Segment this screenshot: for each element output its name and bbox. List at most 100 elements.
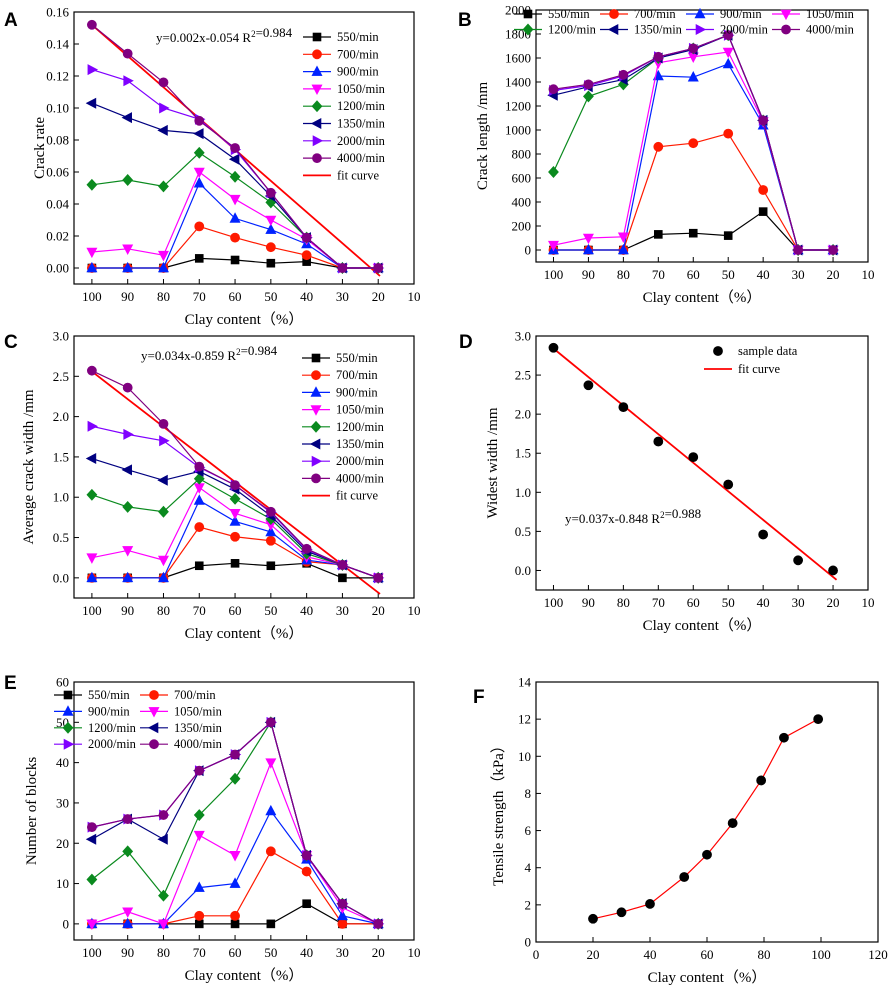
series-a-7 [86,19,384,273]
y-tick-label-d: 0.5 [515,524,531,539]
data-point-a-7 [337,263,348,273]
x-tick-label-d: 70 [652,595,665,610]
legend-entry-b: 4000/min [772,23,855,37]
data-point-c-7 [86,365,97,376]
data-point-b-7 [688,43,699,54]
legend-entry-c: 550/min [302,351,378,365]
legend-swatch-e [62,721,74,734]
data-point-c-2 [265,525,277,537]
legend-label-c: 2000/min [336,454,385,468]
legend-label-b: 1350/min [634,23,683,37]
legend-entry-b: 1350/min [600,23,683,37]
legend-swatch-b [694,7,706,19]
x-tick-label-a: 60 [229,289,242,304]
data-point-c-3 [157,555,169,567]
data-point-a-2 [193,177,205,188]
data-point-a-7 [230,143,240,153]
x-tick-label-b: 60 [687,267,700,282]
legend-label-a: 4000/min [337,151,386,165]
data-point-a-5 [228,153,240,165]
data-point-e-5 [85,833,97,845]
legend-label-a: 1350/min [337,117,386,131]
data-point-e-1 [194,910,205,921]
data-point-b-3 [617,232,629,243]
data-point-a-2 [229,212,241,223]
legend-swatch-a [312,32,322,42]
data-point-a-4 [193,146,205,159]
data-point-a-7 [194,115,205,126]
panel-letter-a: A [4,10,18,31]
data-point-e-7 [122,814,133,824]
legend-label-c: 1200/min [336,420,385,434]
y-tick-label-e: 10 [56,876,69,891]
x-tick-label-d: 80 [617,595,630,610]
legend-swatch-a [311,65,323,76]
series-line-e-2 [91,809,379,925]
x-tick-label-b: 70 [652,267,665,282]
data-point-e-4 [193,809,205,821]
legend-swatch-e [63,690,73,700]
data-point-c-3 [193,483,205,494]
x-tick-label-b: 90 [582,267,595,282]
data-point-a-5 [85,97,97,109]
data-point-a-6 [87,64,99,76]
data-point-b-1 [758,185,769,195]
legend-swatch-b [522,23,534,36]
x-tick-label-e: 100 [82,945,102,960]
data-point-a-4 [122,174,134,186]
plot-frame-f [535,681,879,943]
legend-entry-c: 1350/min [302,437,385,451]
x-tick-label-d: 60 [687,595,700,610]
panel-f: F 0 20 40 60 80 100 120 0 2 4 6 8 10 12 14 Clay content（… [473,675,888,987]
data-point-d-0 [793,555,804,566]
panel-a: A 100 90 80 70 60 50 40 30 20 10 0.00 0.02 0.04 0.06 0.… [4,5,421,329]
x-tick-label-e: 60 [229,945,242,960]
x-tick-label-a: 20 [372,289,385,304]
legend-label-c: 1350/min [336,437,385,451]
y-tick-label-c: 2.0 [53,409,69,424]
x-axis-label-b: Clay content（%） [643,289,762,306]
data-point-c-7 [158,418,169,429]
legend-swatch-c [311,370,321,381]
series-line-e-3 [91,760,379,925]
data-point-e-4 [122,845,134,858]
data-point-c-7 [301,543,312,554]
x-tick-label-a: 100 [82,289,102,304]
x-axis-label-e: Clay content（%） [185,967,304,984]
data-point-e-3 [265,758,277,769]
x-tick-label-e: 40 [300,945,313,960]
data-point-c-2 [122,571,134,583]
data-point-f-0 [727,818,738,829]
x-tick-label-d: 20 [827,595,840,610]
data-point-e-4 [229,772,241,785]
data-point-a-1 [265,242,276,253]
legend-entry-a: 1200/min [303,99,386,113]
panel-c: C 100 90 80 70 60 50 40 30 20 10 0.0 0.5 1.0 1.5 2.0 2.5… [4,329,421,643]
data-point-b-0 [723,231,733,240]
x-tick-label-c: 90 [121,603,134,618]
data-point-c-1 [230,531,240,542]
data-point-b-7 [828,245,838,255]
y-tick-label-b: 1200 [505,99,531,114]
x-tick-label-c: 20 [372,603,385,618]
data-point-a-3 [157,250,169,262]
legend-swatch-a [312,135,324,147]
legend-label-c: fit curve [336,489,378,503]
plot-frame-a [73,11,415,285]
legend-entry-e: 1200/min [54,721,137,735]
data-point-b-0 [654,230,663,239]
legend-swatch-c [311,353,321,363]
data-point-f-0 [813,714,824,725]
data-point-e-2 [229,877,241,888]
legend-swatch-c [309,438,321,450]
legend-label-c: 900/min [336,385,378,399]
x-tick-label-b: 10 [862,267,875,282]
data-point-b-2 [617,243,629,255]
legend-entry-b: 2000/min [686,23,769,37]
fit-equation-c: y=0.034x-0.859 R2=0.984 [141,343,278,363]
data-point-b-3 [722,47,734,59]
x-tick-label-a: 90 [121,289,134,304]
data-point-b-3 [582,233,594,245]
y-tick-label-b: 400 [512,195,532,210]
